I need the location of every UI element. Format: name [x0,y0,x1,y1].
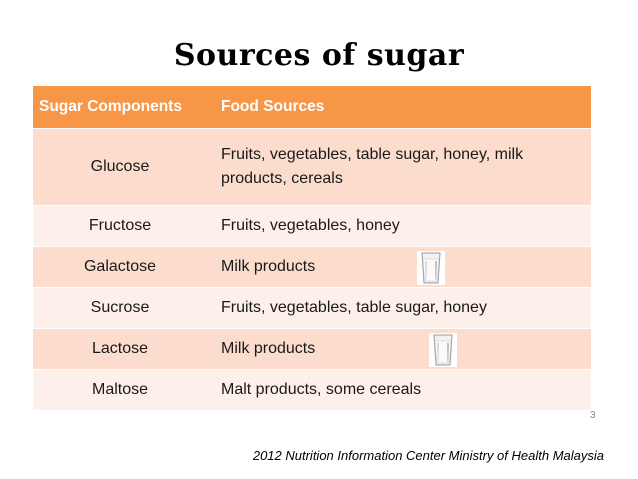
sources-cell: Fruits, vegetables, table sugar, honey [207,287,591,329]
sources-cell-with-icon: Milk products [207,246,591,288]
table-row: Glucose Fruits, vegetables, table sugar,… [33,128,591,206]
table-row: Maltose Malt products, some cereals [33,369,591,410]
component-cell: Maltose [33,369,207,410]
table-row: Galactose Milk products [33,246,591,288]
sources-text: Milk products [221,258,316,275]
sources-cell: Fruits, vegetables, honey [207,205,591,247]
sources-text: Milk products [221,340,316,357]
header-sugar-components: Sugar Components [33,86,207,129]
table-header-row: Sugar Components Food Sources [33,86,591,129]
component-cell: Galactose [33,246,207,288]
page-title: Sources of sugar [173,38,465,73]
sources-cell: Malt products, some cereals [207,369,591,410]
sugar-sources-table: Sugar Components Food Sources Glucose Fr… [33,86,591,410]
table-row: Sucrose Fruits, vegetables, table sugar,… [33,287,591,329]
sources-cell-with-icon: Milk products [207,328,591,370]
component-cell: Lactose [33,328,207,370]
page-number: 3 [590,410,596,421]
footer-citation: 2012 Nutrition Information Center Minist… [252,448,604,463]
sources-cell: Fruits, vegetables, table sugar, honey, … [207,128,591,206]
table-row: Fructose Fruits, vegetables, honey [33,205,591,247]
component-cell: Fructose [33,205,207,247]
component-cell: Glucose [33,128,207,206]
header-food-sources: Food Sources [207,86,591,129]
component-cell: Sucrose [33,287,207,329]
milk-glass-icon [417,251,445,285]
milk-glass-icon [429,333,457,367]
table-row: Lactose Milk products [33,328,591,370]
